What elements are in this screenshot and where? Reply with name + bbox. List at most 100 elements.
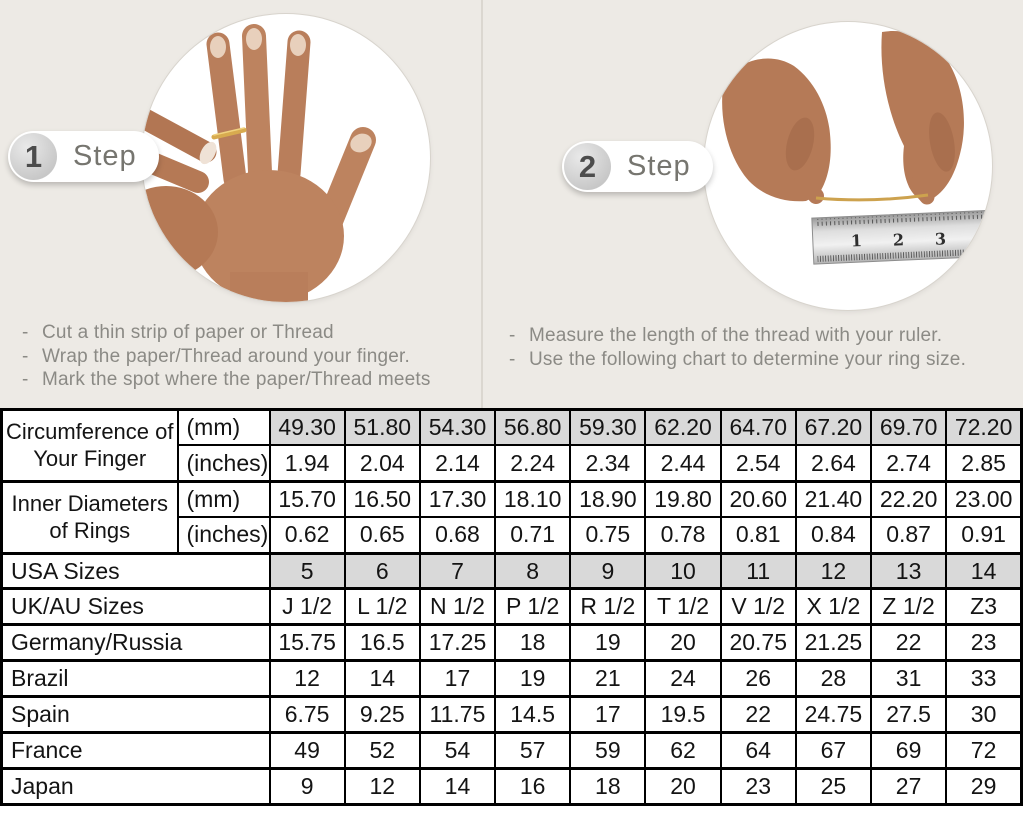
main-hand — [194, 24, 376, 302]
value-cell: 0.68 — [418, 516, 497, 555]
instruction-item: - Mark the spot where the paper/Thread me… — [22, 368, 492, 392]
value-cell: 20.75 — [719, 623, 797, 662]
step2-photo: 1 2 3 — [704, 22, 992, 310]
bullet-dash: - — [22, 345, 29, 367]
value-cell: Z3 — [945, 587, 1023, 626]
value-cell: 19.5 — [644, 695, 722, 734]
value-cell: 9.25 — [343, 695, 421, 734]
value-cell: 18.10 — [494, 479, 572, 519]
value-cell: 0.84 — [794, 516, 873, 555]
table-row: Inner Diameters of Rings (mm) 15.70 16.50 17… — [0, 479, 1023, 555]
fingernail — [246, 28, 262, 50]
value-cell: 14 — [343, 659, 421, 698]
value-cell: 12 — [268, 659, 346, 698]
step2-badge: 2 Step — [562, 141, 713, 192]
unit-label: (inches) — [176, 516, 271, 555]
value-cell: 54 — [418, 731, 497, 770]
value-cell: 72.20 — [945, 408, 1023, 447]
value-cell: 64 — [719, 731, 797, 770]
step2-instructions: - Measure the length of the thread with y… — [509, 324, 1014, 371]
right-hand — [881, 31, 964, 205]
value-cell: 26 — [719, 659, 797, 698]
table-row: Circumference of Your Finger (mm) 49.30 51.… — [0, 408, 1023, 483]
bullet-dash: - — [22, 322, 29, 343]
value-cell: 31 — [869, 659, 948, 698]
instruction-text: Cut a thin strip of paper or Thread — [42, 322, 334, 343]
value-cell: 54.30 — [418, 408, 497, 447]
value-cell: 17 — [569, 695, 647, 734]
value-cell: 57 — [494, 731, 572, 770]
country-label: Brazil — [0, 659, 271, 698]
value-cell: 27 — [869, 766, 948, 806]
instruction-item: - Cut a thin strip of paper or Thread — [22, 321, 492, 345]
step2-label: Step — [627, 150, 691, 182]
value-cell: 18 — [494, 623, 572, 662]
value-cell: 14 — [418, 766, 497, 806]
value-cell: 12 — [343, 766, 421, 806]
table-row: UK/AU Sizes J 1/2 L 1/2 N 1/2 P 1/2 R 1/2 T 1/… — [0, 587, 1023, 626]
value-cell: 51.80 — [343, 408, 421, 447]
value-cell: 16.50 — [343, 479, 421, 519]
value-cell: 15.70 — [268, 479, 346, 519]
value-cell: 49.30 — [268, 408, 346, 447]
unit-label: (mm) — [176, 408, 271, 447]
value-cell: 6 — [343, 551, 421, 590]
value-cell: 59 — [569, 731, 647, 770]
value-cell: 19.80 — [644, 479, 722, 519]
instruction-text: Wrap the paper/Thread around your finger… — [42, 345, 411, 367]
value-cell: 33 — [945, 659, 1023, 698]
value-cell: 2.54 — [719, 444, 797, 483]
value-cell: 0.91 — [945, 516, 1023, 555]
thumbnail — [350, 133, 372, 153]
value-cell: 22.20 — [869, 479, 948, 519]
value-cell: X 1/2 — [794, 587, 873, 626]
value-cell: P 1/2 — [494, 587, 572, 626]
value-cell: 0.75 — [569, 516, 647, 555]
helper-hand — [142, 105, 218, 278]
value-cell: 62.20 — [644, 408, 722, 447]
size-table-body: Circumference of Your Finger (mm) 49.30 51.… — [0, 408, 1023, 806]
fingernail — [290, 34, 306, 56]
table-row: France 49 52 54 57 59 62 64 67 69 72 — [0, 731, 1023, 770]
value-cell: 2.24 — [494, 444, 572, 483]
unit-label: (mm) — [176, 479, 271, 519]
value-cell: 7 — [418, 551, 497, 590]
value-cell: 21.25 — [794, 623, 873, 662]
value-cell: Z 1/2 — [869, 587, 948, 626]
value-cell: 49 — [268, 731, 346, 770]
value-cell: 0.62 — [268, 516, 346, 555]
value-cell: 10 — [644, 551, 722, 590]
value-cell: 0.65 — [343, 516, 421, 555]
value-cell: 56.80 — [494, 408, 572, 447]
value-cell: 2.14 — [418, 444, 497, 483]
value-cell: 27.5 — [869, 695, 948, 734]
instruction-text: Use the following chart to determine you… — [529, 348, 967, 370]
value-cell: 20 — [644, 623, 722, 662]
country-label: UK/AU Sizes — [0, 587, 271, 626]
value-cell: 17.30 — [418, 479, 497, 519]
value-cell: 12 — [794, 551, 873, 590]
value-cell: 0.81 — [719, 516, 797, 555]
value-cell: 13 — [869, 551, 948, 590]
value-cell: 62 — [644, 731, 722, 770]
value-cell: 15.75 — [268, 623, 346, 662]
value-cell: 8 — [494, 551, 572, 590]
value-cell: 2.04 — [343, 444, 421, 483]
value-cell: 22 — [719, 695, 797, 734]
value-cell: 69.70 — [869, 408, 948, 447]
value-cell: 5 — [268, 551, 346, 590]
value-cell: 0.71 — [494, 516, 572, 555]
step2-number-circle: 2 — [564, 143, 611, 190]
step1-instructions: - Cut a thin strip of paper or Thread - Wra… — [22, 321, 492, 392]
bullet-dash: - — [509, 348, 516, 370]
value-cell: 2.34 — [569, 444, 647, 483]
value-cell: 18.90 — [569, 479, 647, 519]
value-cell: 17.25 — [418, 623, 497, 662]
value-cell: 2.85 — [945, 444, 1023, 483]
value-cell: 25 — [794, 766, 873, 806]
value-cell: 20 — [644, 766, 722, 806]
value-cell: T 1/2 — [644, 587, 722, 626]
value-cell: 64.70 — [719, 408, 797, 447]
value-cell: 59.30 — [569, 408, 647, 447]
country-label: France — [0, 731, 271, 770]
